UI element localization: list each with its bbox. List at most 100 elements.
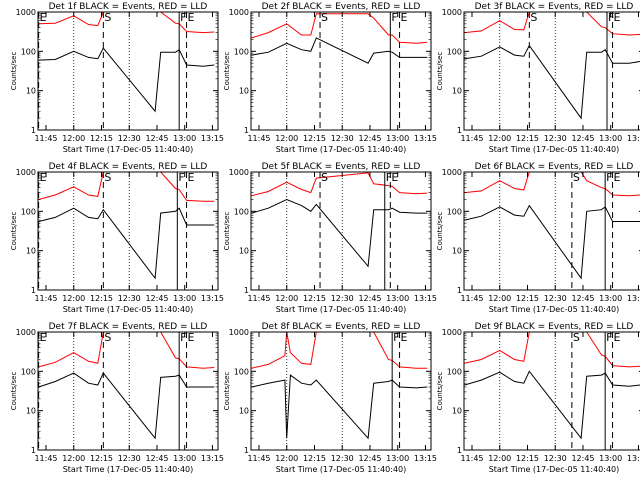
x-tick-label: 13:15 bbox=[414, 134, 437, 143]
series-line-events bbox=[251, 374, 428, 440]
x-axis-label: Start Time (17-Dec-05 11:40:40) bbox=[63, 465, 194, 474]
x-tick-label: 12:15 bbox=[516, 134, 539, 143]
x-axis-label: Start Time (17-Dec-05 11:40:40) bbox=[276, 145, 407, 154]
x-axis-label: Start Time (17-Dec-05 11:40:40) bbox=[276, 465, 407, 474]
y-tick-label: 1000 bbox=[229, 8, 249, 17]
y-tick-label: 10 bbox=[26, 407, 36, 416]
x-tick-label: 13:00 bbox=[386, 294, 409, 303]
x-tick-label: 12:30 bbox=[544, 134, 567, 143]
x-tick-label: 13:15 bbox=[627, 454, 640, 463]
x-tick-label: 12:30 bbox=[118, 454, 141, 463]
x-tick-label: 12:45 bbox=[145, 294, 168, 303]
plot-frame bbox=[250, 11, 432, 131]
y-tick-label: 100 bbox=[447, 207, 462, 216]
x-tick-label: 11:45 bbox=[34, 294, 57, 303]
plot-frame bbox=[463, 11, 640, 131]
plot-frame bbox=[37, 331, 219, 451]
y-tick-label: 100 bbox=[234, 367, 249, 376]
marker-label: S bbox=[104, 171, 111, 184]
x-tick-label: 12:15 bbox=[516, 454, 539, 463]
x-tick-label: 12:00 bbox=[275, 294, 298, 303]
y-tick-label: 10 bbox=[452, 247, 462, 256]
y-tick-label: 10 bbox=[26, 247, 36, 256]
x-tick-label: 12:30 bbox=[331, 454, 354, 463]
y-tick-label: 1000 bbox=[442, 8, 462, 17]
x-tick-label: 12:15 bbox=[90, 294, 113, 303]
y-axis-label: Counts/sec bbox=[436, 212, 444, 251]
x-tick-label: 13:15 bbox=[414, 294, 437, 303]
marker-label: F bbox=[606, 331, 612, 344]
panel-title: Det 9f BLACK = Events, RED = LLD bbox=[475, 322, 634, 332]
x-tick-label: 12:45 bbox=[571, 294, 594, 303]
y-tick-label: 100 bbox=[234, 47, 249, 56]
panel-title: Det 7f BLACK = Events, RED = LLD bbox=[49, 322, 208, 332]
y-tick-label: 1000 bbox=[16, 328, 36, 337]
y-axis-label: Counts/sec bbox=[223, 212, 231, 251]
marker-label: F bbox=[386, 171, 392, 184]
x-tick-label: 13:00 bbox=[599, 294, 622, 303]
panel-title: Det 5f BLACK = Events, RED = LLD bbox=[262, 162, 421, 172]
panel-title: Det 1f BLACK = Events, RED = LLD bbox=[49, 2, 208, 12]
marker-label: E bbox=[614, 11, 621, 24]
y-tick-label: 100 bbox=[21, 207, 36, 216]
x-axis-label: Start Time (17-Dec-05 11:40:40) bbox=[63, 145, 194, 154]
y-tick-label: 10 bbox=[26, 87, 36, 96]
x-tick-label: 13:15 bbox=[627, 294, 640, 303]
series-line-lld bbox=[251, 172, 428, 197]
panel-title: Det 8f BLACK = Events, RED = LLD bbox=[262, 322, 421, 332]
series-line-events bbox=[464, 370, 640, 440]
marker-label: F bbox=[391, 11, 397, 24]
series-line-events bbox=[251, 37, 428, 64]
x-tick-label: 11:45 bbox=[247, 454, 270, 463]
x-tick-label: 12:30 bbox=[544, 454, 567, 463]
series-line-events bbox=[38, 207, 215, 280]
y-axis-label: Counts/sec bbox=[223, 372, 231, 411]
x-tick-label: 12:30 bbox=[331, 294, 354, 303]
panel-title: Det 2f BLACK = Events, RED = LLD bbox=[262, 2, 421, 12]
x-tick-label: 12:00 bbox=[62, 134, 85, 143]
x-tick-label: 11:45 bbox=[247, 134, 270, 143]
y-axis-label: Counts/sec bbox=[10, 52, 18, 91]
marker-label: S bbox=[530, 11, 537, 24]
x-tick-label: 12:45 bbox=[571, 454, 594, 463]
series-line-events bbox=[38, 47, 215, 113]
y-tick-label: 10 bbox=[239, 87, 249, 96]
x-tick-label: 11:45 bbox=[460, 454, 483, 463]
panel-title: Det 4f BLACK = Events, RED = LLD bbox=[49, 162, 208, 172]
x-axis-label: Start Time (17-Dec-05 11:40:40) bbox=[489, 465, 620, 474]
marker-label: E bbox=[614, 331, 621, 344]
plot-frame bbox=[250, 331, 432, 451]
y-tick-label: 10 bbox=[239, 247, 249, 256]
plot-frame bbox=[463, 171, 640, 291]
y-tick-label: 1000 bbox=[442, 168, 462, 177]
marker-label: F bbox=[606, 171, 612, 184]
y-tick-label: 1 bbox=[31, 126, 36, 135]
y-tick-label: 1 bbox=[244, 286, 249, 295]
y-tick-label: 1 bbox=[31, 286, 36, 295]
x-tick-label: 13:15 bbox=[201, 454, 224, 463]
y-tick-label: 100 bbox=[447, 367, 462, 376]
y-tick-label: 10 bbox=[452, 87, 462, 96]
x-tick-label: 12:00 bbox=[488, 454, 511, 463]
x-tick-label: 12:15 bbox=[303, 294, 326, 303]
y-tick-label: 100 bbox=[234, 207, 249, 216]
x-tick-label: 12:00 bbox=[488, 294, 511, 303]
x-tick-label: 11:45 bbox=[34, 134, 57, 143]
marker-label: S bbox=[573, 171, 580, 184]
y-tick-label: 100 bbox=[447, 47, 462, 56]
panel-title: Det 3f BLACK = Events, RED = LLD bbox=[475, 2, 634, 12]
y-tick-label: 1 bbox=[457, 126, 462, 135]
marker-label: F bbox=[180, 331, 186, 344]
series-line-events bbox=[38, 372, 215, 440]
marker-label: S bbox=[321, 171, 328, 184]
series-line-events bbox=[251, 198, 428, 268]
x-tick-label: 11:45 bbox=[460, 134, 483, 143]
x-axis-label: Start Time (17-Dec-05 11:40:40) bbox=[63, 305, 194, 314]
y-axis-label: Counts/sec bbox=[436, 372, 444, 411]
x-tick-label: 13:00 bbox=[386, 454, 409, 463]
y-tick-label: 10 bbox=[239, 407, 249, 416]
